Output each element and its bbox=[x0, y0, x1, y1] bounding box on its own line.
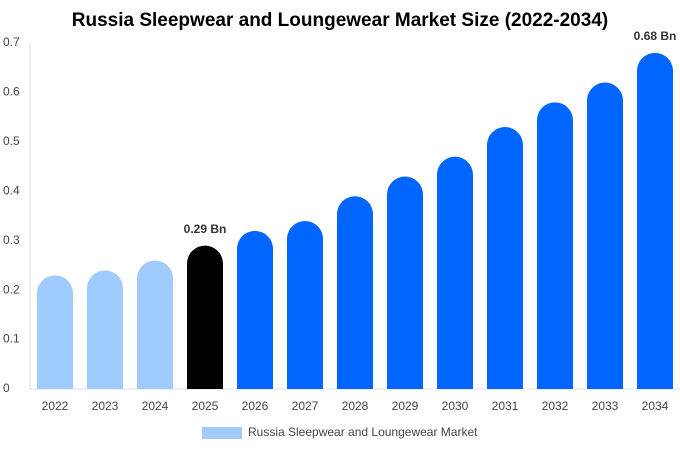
bar bbox=[637, 52, 673, 389]
bar bbox=[587, 82, 623, 390]
value-label: 0.68 Bn bbox=[634, 29, 677, 43]
bar bbox=[387, 176, 423, 389]
bar bbox=[237, 230, 273, 389]
y-tick-label: 0.1 bbox=[3, 332, 20, 346]
x-tick-label: 2029 bbox=[392, 399, 419, 413]
bar bbox=[537, 102, 573, 390]
x-tick-label: 2033 bbox=[592, 399, 619, 413]
chart-title: Russia Sleepwear and Loungewear Market S… bbox=[72, 10, 608, 31]
x-tick-label: 2022 bbox=[42, 399, 69, 413]
x-tick-label: 2028 bbox=[342, 399, 369, 413]
legend-swatch bbox=[202, 427, 242, 439]
x-tick-label: 2030 bbox=[442, 399, 469, 413]
x-tick-label: 2032 bbox=[542, 399, 569, 413]
x-tick-label: 2026 bbox=[242, 399, 269, 413]
y-tick-label: 0.3 bbox=[3, 233, 20, 247]
y-tick-label: 0.6 bbox=[3, 85, 20, 99]
y-tick-label: 0.7 bbox=[3, 35, 20, 49]
x-tick-label: 2023 bbox=[92, 399, 119, 413]
bar bbox=[287, 220, 323, 389]
bar bbox=[487, 127, 523, 389]
y-tick-label: 0.4 bbox=[3, 183, 20, 197]
y-tick-label: 0 bbox=[3, 381, 10, 395]
y-tick-label: 0.5 bbox=[3, 134, 20, 148]
value-label: 0.29 Bn bbox=[184, 222, 227, 236]
bar bbox=[37, 275, 73, 389]
x-tick-label: 2034 bbox=[642, 399, 669, 413]
bar bbox=[187, 245, 223, 389]
bar bbox=[337, 196, 373, 389]
x-tick-label: 2024 bbox=[142, 399, 169, 413]
legend-label: Russia Sleepwear and Loungewear Market bbox=[248, 425, 478, 439]
x-tick-label: 2027 bbox=[292, 399, 319, 413]
y-tick-label: 0.2 bbox=[3, 282, 20, 296]
bar bbox=[437, 156, 473, 389]
x-tick-label: 2025 bbox=[192, 399, 219, 413]
bar bbox=[137, 260, 173, 389]
x-tick-label: 2031 bbox=[492, 399, 519, 413]
bar bbox=[87, 270, 123, 389]
